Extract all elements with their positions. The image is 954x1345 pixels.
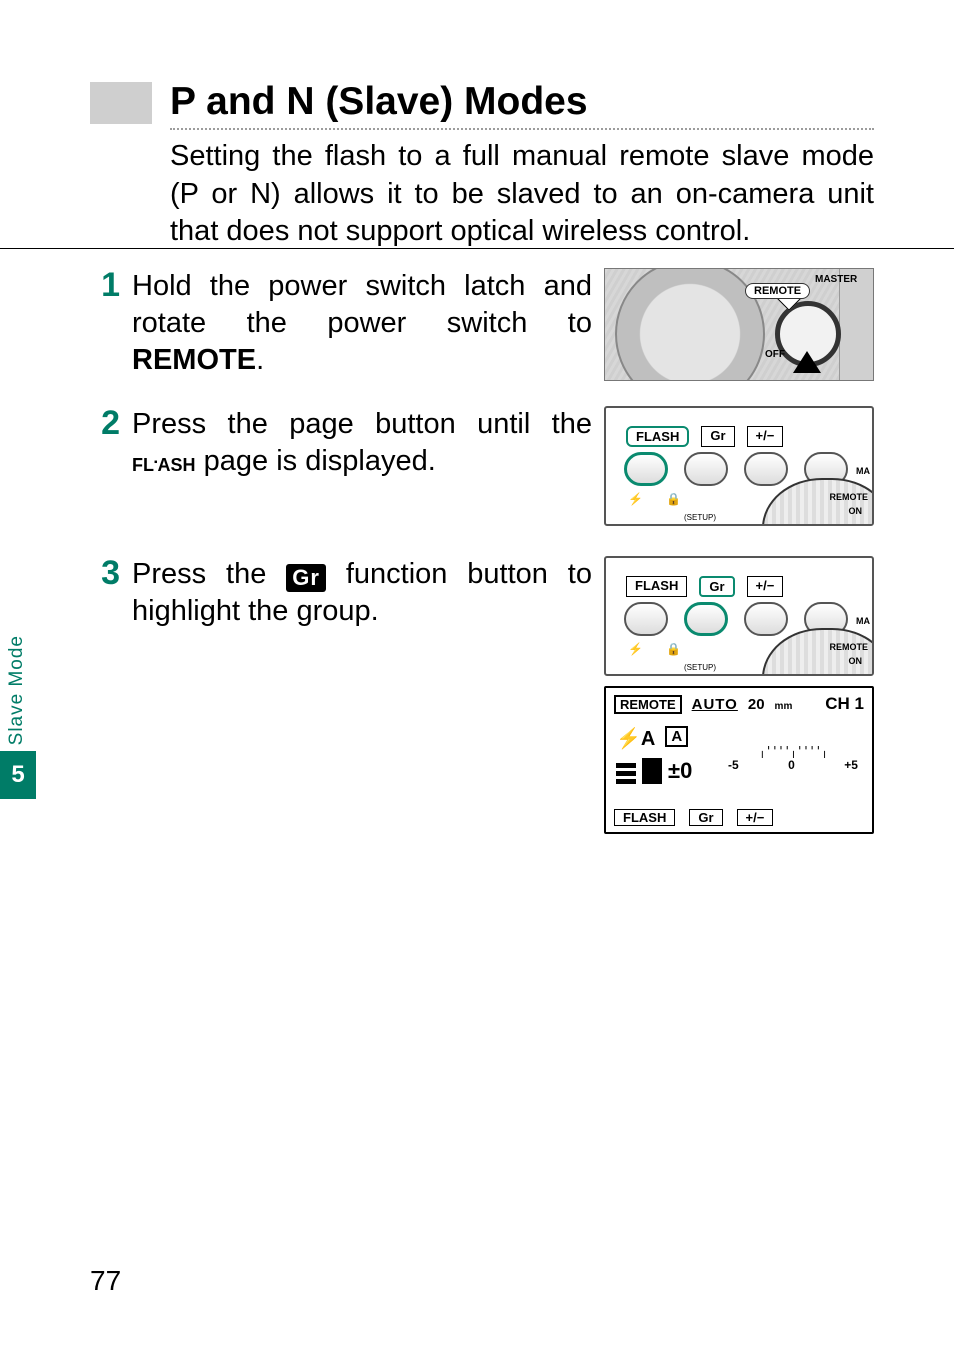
fig3-btn-flash: [624, 602, 668, 636]
fig3-on: ON: [849, 656, 863, 666]
figure-gr-button: FLASH Gr +/− ⚡ 🔒 REMOTE: [604, 556, 874, 676]
fig4-remote: REMOTE: [614, 695, 682, 714]
fig1-master-label: MASTER: [815, 274, 857, 285]
section-marker-square: [90, 82, 152, 124]
fig4-scale-hi: +5: [844, 758, 858, 772]
bolt-icon: ⚡: [628, 642, 642, 656]
step-number: 1: [90, 268, 120, 302]
chapter-number: 5: [0, 751, 36, 799]
step-text: Press the page button until the FL▪ASH p…: [132, 406, 604, 480]
step-3-pre: Press the: [132, 558, 286, 590]
fig3-tab-gr: Gr: [699, 576, 734, 597]
fig2-tab-flash: FLASH: [626, 426, 689, 447]
fig4-zoom-unit: mm: [775, 701, 793, 712]
figure-lcd-display: REMOTE AUTO 20 mm CH 1 ⚡A A ±0: [604, 686, 874, 834]
fig4-foot-pm: +/−: [737, 809, 774, 826]
step-number: 3: [90, 556, 120, 590]
fig2-tab-gr: Gr: [701, 426, 734, 447]
fig4-bolt-a: ⚡A: [616, 726, 655, 751]
fig4-ch: CH 1: [825, 694, 864, 714]
step-text: Hold the power switch latch and rotate t…: [132, 268, 604, 379]
fig3-ma: MA: [856, 616, 870, 626]
fig3-btn-pm: [744, 602, 788, 636]
fig2-remote: REMOTE: [829, 492, 868, 502]
fig2-on: ON: [849, 506, 863, 516]
flash-text-icon: FL▪ASH: [132, 454, 196, 477]
fig3-remote: REMOTE: [829, 642, 868, 652]
chapter-side-label: Slave Mode: [0, 615, 34, 751]
step-2-post: page is displayed.: [196, 445, 436, 477]
horizontal-rule: [0, 248, 954, 249]
fig3-setup: (SETUP): [684, 663, 716, 672]
fig1-off-label: OFF: [765, 349, 785, 360]
step-text: Press the Gr function button to highligh…: [132, 556, 604, 630]
fig3-btn-gr: [684, 602, 728, 636]
gr-text-icon: Gr: [286, 564, 326, 592]
fig3-tab-flash: FLASH: [626, 576, 687, 597]
fig4-compensation: ±0: [668, 758, 692, 784]
fig2-tab-pm: +/−: [747, 426, 784, 447]
step-1-pre: Hold the power switch latch and rotate t…: [132, 270, 592, 339]
page-number: 77: [90, 1265, 121, 1297]
chapter-side-tab: Slave Mode 5: [0, 615, 36, 799]
section-intro: Setting the flash to a full manual remot…: [170, 138, 874, 251]
fig4-scale-lo: -5: [728, 758, 739, 772]
lock-icon: 🔒: [666, 492, 680, 506]
fig4-auto: AUTO: [692, 696, 738, 713]
step-2-pre: Press the page button until the: [132, 408, 592, 440]
figure-page-button: FLASH Gr +/− ⚡ 🔒 REMOTE: [604, 406, 874, 526]
fig4-foot-flash: FLASH: [614, 809, 675, 826]
section-title: P and N (Slave) Modes: [170, 80, 588, 124]
step-1-bold: REMOTE: [132, 344, 256, 376]
fig3-tab-pm: +/−: [747, 576, 784, 597]
fig4-scale: ╷''''╷''''╷ -5 0 +5: [728, 744, 858, 772]
fig4-foot-gr: Gr: [689, 809, 722, 826]
fig1-remote-label: REMOTE: [745, 283, 810, 299]
fig4-zoom-num: 20: [748, 696, 765, 713]
fig2-btn-flash: [624, 452, 668, 486]
figure-power-switch: REMOTE MASTER OFF: [604, 268, 874, 381]
step-1-post: .: [256, 344, 264, 376]
fig2-btn-gr: [684, 452, 728, 486]
lock-icon: 🔒: [666, 642, 680, 656]
fig2-btn-pm: [744, 452, 788, 486]
dotted-rule: [170, 128, 874, 130]
fig4-scale-mid: 0: [788, 758, 795, 772]
bolt-icon: ⚡: [628, 492, 642, 506]
step-number: 2: [90, 406, 120, 440]
fig2-ma: MA: [856, 466, 870, 476]
fig2-setup: (SETUP): [684, 513, 716, 522]
fig4-a-box: A: [665, 726, 688, 747]
